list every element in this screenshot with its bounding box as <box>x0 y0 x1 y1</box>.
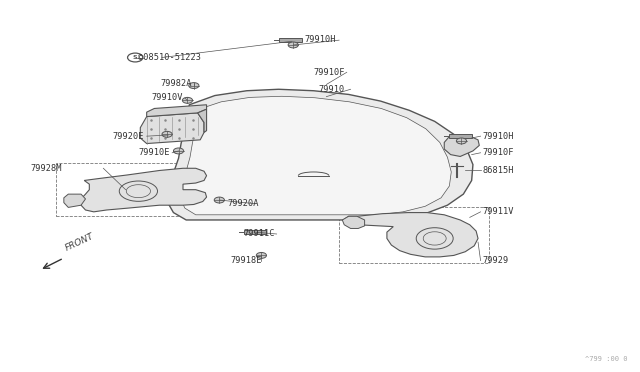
Circle shape <box>256 253 266 259</box>
Polygon shape <box>147 105 207 116</box>
Circle shape <box>214 197 225 203</box>
Circle shape <box>456 138 467 144</box>
Text: 79982A: 79982A <box>161 79 192 88</box>
Text: 79918E: 79918E <box>231 256 262 265</box>
Bar <box>56 163 218 216</box>
Text: 79920A: 79920A <box>228 199 259 208</box>
Circle shape <box>127 53 143 62</box>
Polygon shape <box>344 212 478 257</box>
Polygon shape <box>244 230 266 234</box>
Polygon shape <box>449 134 472 138</box>
Text: 79920E: 79920E <box>113 132 145 141</box>
Text: 79910: 79910 <box>319 85 345 94</box>
Polygon shape <box>180 96 451 215</box>
Circle shape <box>189 83 199 89</box>
Text: 79911V: 79911V <box>483 207 514 217</box>
Text: 79910E: 79910E <box>138 148 170 157</box>
Text: 79910V: 79910V <box>151 93 182 102</box>
Polygon shape <box>64 194 86 208</box>
Text: 79910F: 79910F <box>483 148 514 157</box>
Text: 86815H: 86815H <box>483 166 514 175</box>
Text: 79910H: 79910H <box>304 35 335 44</box>
Text: 79929: 79929 <box>483 256 509 265</box>
Text: ©08510-51223: ©08510-51223 <box>138 53 202 62</box>
Text: FRONT: FRONT <box>64 232 95 253</box>
Text: 79910H: 79910H <box>483 132 514 141</box>
Bar <box>339 207 489 263</box>
Polygon shape <box>342 216 365 228</box>
Text: ^799 :00 0: ^799 :00 0 <box>585 356 627 362</box>
Text: 79928M: 79928M <box>30 164 61 173</box>
Polygon shape <box>278 38 301 42</box>
Circle shape <box>288 42 298 48</box>
Text: S: S <box>133 55 138 60</box>
Circle shape <box>162 131 172 137</box>
Text: 79910F: 79910F <box>314 68 345 77</box>
Polygon shape <box>444 135 479 157</box>
Circle shape <box>173 148 184 154</box>
Text: 79911C: 79911C <box>244 230 275 238</box>
Polygon shape <box>167 89 473 220</box>
Polygon shape <box>198 109 207 132</box>
Polygon shape <box>81 168 207 212</box>
Polygon shape <box>140 113 204 144</box>
Circle shape <box>182 97 193 103</box>
